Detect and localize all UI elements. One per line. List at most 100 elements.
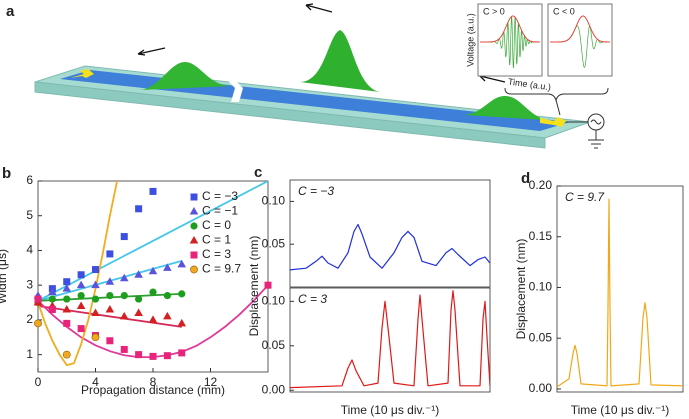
- marker: [77, 325, 85, 333]
- y-tick-label: 1: [26, 347, 33, 361]
- transducer: [70, 69, 94, 78]
- marker: [48, 287, 57, 296]
- marker: [62, 304, 72, 313]
- marker: [62, 350, 71, 359]
- marker: [177, 259, 187, 268]
- marker: [135, 295, 143, 303]
- y-tick-label: 3: [26, 277, 33, 291]
- marker: [105, 304, 115, 313]
- y-tick-label: 2: [26, 312, 33, 326]
- inset-envelope: [480, 15, 540, 43]
- marker: [119, 273, 129, 282]
- marker: [264, 281, 272, 289]
- marker: [106, 337, 114, 345]
- y-axis-label: Width (μs): [0, 249, 9, 304]
- marker: [120, 345, 128, 353]
- y-tick-label: 6: [26, 173, 33, 187]
- marker: [105, 277, 115, 285]
- marker: [34, 295, 42, 303]
- legend-marker: [190, 251, 198, 259]
- transducer: [540, 117, 566, 127]
- marker: [76, 280, 86, 289]
- marker: [163, 311, 172, 320]
- marker: [106, 250, 114, 258]
- marker: [34, 319, 42, 328]
- marker: [92, 266, 99, 274]
- marker: [91, 295, 100, 303]
- pulse: [465, 96, 545, 120]
- y-tick-label: 0.10: [529, 280, 553, 294]
- marker: [135, 351, 143, 359]
- y-tick-label: 0.00: [529, 381, 553, 395]
- legend-marker: [189, 236, 199, 244]
- marker: [177, 318, 187, 327]
- legend-label: C = 1: [202, 233, 231, 247]
- waveguide-front: [34, 81, 546, 149]
- x-axis-label: Propagation distance (mm): [81, 383, 225, 397]
- panel-label: a: [6, 3, 15, 20]
- marker: [134, 270, 143, 278]
- y-axis-label: Displacement (nm): [514, 239, 528, 340]
- marker: [163, 352, 171, 360]
- y-tick-label: 0.20: [529, 178, 553, 192]
- marker: [63, 295, 71, 303]
- y-tick-label: 0.05: [262, 236, 286, 250]
- x-tick-label: 0: [35, 375, 42, 389]
- y-tick-label: 4: [26, 243, 33, 257]
- y-tick-label: 0.00: [262, 382, 286, 396]
- y-tick-label: 0.10: [262, 194, 286, 208]
- inset-xlabel: Time (a.u.): [507, 76, 551, 92]
- marker: [134, 308, 143, 316]
- plot-frame: [289, 179, 491, 288]
- marker: [48, 295, 56, 303]
- x-axis-label: Time (10 μs div.⁻¹): [341, 403, 440, 417]
- break: [228, 70, 243, 102]
- legend-marker: [190, 265, 198, 274]
- y-axis-label: Displacement (nm): [247, 236, 261, 337]
- inset-envelope: [550, 15, 610, 43]
- x-tick-label: 4: [92, 375, 99, 389]
- legend-label: C = 3: [202, 247, 231, 261]
- circuit: [504, 87, 609, 149]
- legend-label: C = 0: [202, 218, 231, 232]
- pulse: [140, 62, 232, 90]
- marker: [178, 290, 186, 298]
- legend-marker: [189, 207, 199, 215]
- line: [557, 198, 683, 388]
- inset-label: C < 0: [553, 6, 575, 16]
- annotation: C = 9.7: [565, 190, 605, 204]
- line: [290, 223, 490, 271]
- marker: [163, 263, 172, 271]
- marker: [63, 319, 71, 327]
- annotation: C = 3: [298, 292, 327, 306]
- y-tick-label: 0.15: [529, 229, 553, 243]
- plot-frame: [556, 185, 684, 393]
- marker: [163, 292, 171, 300]
- marker: [120, 292, 128, 300]
- panel-label: c: [254, 164, 262, 181]
- plot-frame: [289, 287, 491, 393]
- y-tick-label: 0.05: [262, 338, 286, 352]
- marker: [149, 352, 157, 360]
- marker: [135, 205, 143, 213]
- panel-a: a C > 0 C < 0 Voltage (a.u.): [6, 3, 613, 149]
- legend-marker: [190, 193, 198, 201]
- legend-label: C = −3: [202, 189, 238, 203]
- inset-frame: [547, 3, 613, 77]
- pulse: [300, 30, 380, 92]
- y-tick-label: 0.10: [262, 294, 286, 308]
- legend-label: C = −1: [202, 204, 238, 218]
- panel-label: d: [521, 170, 530, 187]
- marker: [106, 292, 114, 300]
- marker: [77, 271, 85, 279]
- inset-ylabel: Voltage (a.u.): [465, 13, 475, 67]
- marker: [91, 308, 100, 316]
- y-tick-label: 0.05: [529, 330, 553, 344]
- y-tick-label: 5: [26, 208, 33, 222]
- fit-line: [38, 181, 268, 302]
- marker: [120, 233, 128, 241]
- marker: [76, 301, 86, 310]
- marker: [149, 288, 157, 296]
- x-tick-label: 12: [204, 375, 218, 389]
